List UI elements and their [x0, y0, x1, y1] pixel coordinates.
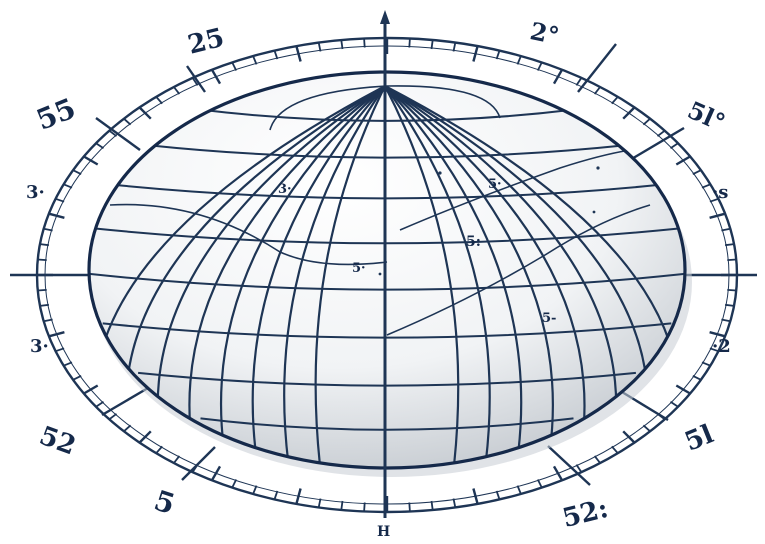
- meridian-line: [251, 85, 386, 462]
- meridian-line: [188, 85, 386, 457]
- meridian-line: [384, 85, 460, 464]
- meridian-line: [384, 85, 491, 464]
- dial-label-upper-left: 55: [32, 92, 80, 137]
- region-curve-east: [386, 204, 651, 336]
- spoke-upper-left: [95, 117, 141, 151]
- dial-label-lower-right: 5l: [681, 419, 718, 457]
- globe-dot: [596, 166, 600, 170]
- dial-label-left-upper: 3·: [26, 182, 45, 203]
- parallel-line: [148, 144, 626, 159]
- globe-outline: [87, 70, 687, 470]
- spoke-lower-left: [101, 386, 149, 417]
- dial-label-bottom-left: 5: [150, 484, 179, 521]
- meridian-line: [384, 85, 554, 460]
- globe-body: [89, 72, 685, 468]
- globe-label-e: 5-: [542, 311, 556, 326]
- spoke-bottom-left: [181, 446, 216, 481]
- dial-label-left-lower: 3·: [30, 336, 49, 357]
- dial-label-bottom-right: 52:: [560, 494, 612, 534]
- parallel-line: [137, 371, 637, 387]
- meridian-line: [384, 85, 523, 462]
- dial-label-top-left: 25: [185, 23, 227, 61]
- parallel-line: [200, 417, 574, 431]
- axis-arrow-top: [380, 10, 390, 24]
- spoke-upper-right: [629, 126, 685, 162]
- dial-label-top-right: 2°: [528, 16, 562, 50]
- dial-label-upper-right: 5l°: [683, 95, 729, 137]
- region-curve-northeast: [399, 149, 631, 231]
- dial-tick: [37, 289, 47, 292]
- globe-dot: [438, 171, 442, 175]
- meridian-line: [314, 85, 386, 464]
- globe-dots: [378, 166, 600, 276]
- dial-label-bottom-center: H: [377, 524, 390, 539]
- meridian-line: [219, 85, 386, 460]
- globe-region-curves: [109, 85, 651, 336]
- parallel-line: [113, 183, 661, 200]
- region-curve-west: [109, 203, 388, 266]
- parallel-line: [89, 272, 685, 291]
- spoke-bottom-right: [547, 445, 591, 486]
- dial-tick: [727, 289, 737, 292]
- globe-dot: [592, 210, 596, 214]
- globe-label-c: 5:: [466, 234, 481, 250]
- globe-dot: [378, 272, 382, 276]
- dial-label-right-lower: ·2: [712, 336, 731, 357]
- dial-tick: [37, 258, 47, 261]
- spoke-top-left: [186, 65, 206, 93]
- parallel-line: [93, 227, 681, 245]
- parallel-lines: [89, 108, 685, 431]
- globe-label-b: 5·: [488, 177, 502, 192]
- dial-label-lower-left: 52: [35, 421, 79, 462]
- parallel-line: [102, 322, 672, 339]
- globe-label-d: 5·: [352, 261, 366, 276]
- spoke-top-right: [577, 43, 617, 93]
- dial-label-right-upper: ·s: [712, 182, 728, 203]
- meridian-line: [384, 85, 586, 457]
- globe-label-a: 3·: [278, 182, 292, 197]
- polar-cap-curve: [269, 85, 501, 131]
- dial-tick: [727, 258, 737, 261]
- meridian-line: [283, 85, 386, 464]
- globe-labels: 3· 5· 5: 5· 5-: [278, 177, 556, 326]
- parallel-line: [200, 108, 574, 122]
